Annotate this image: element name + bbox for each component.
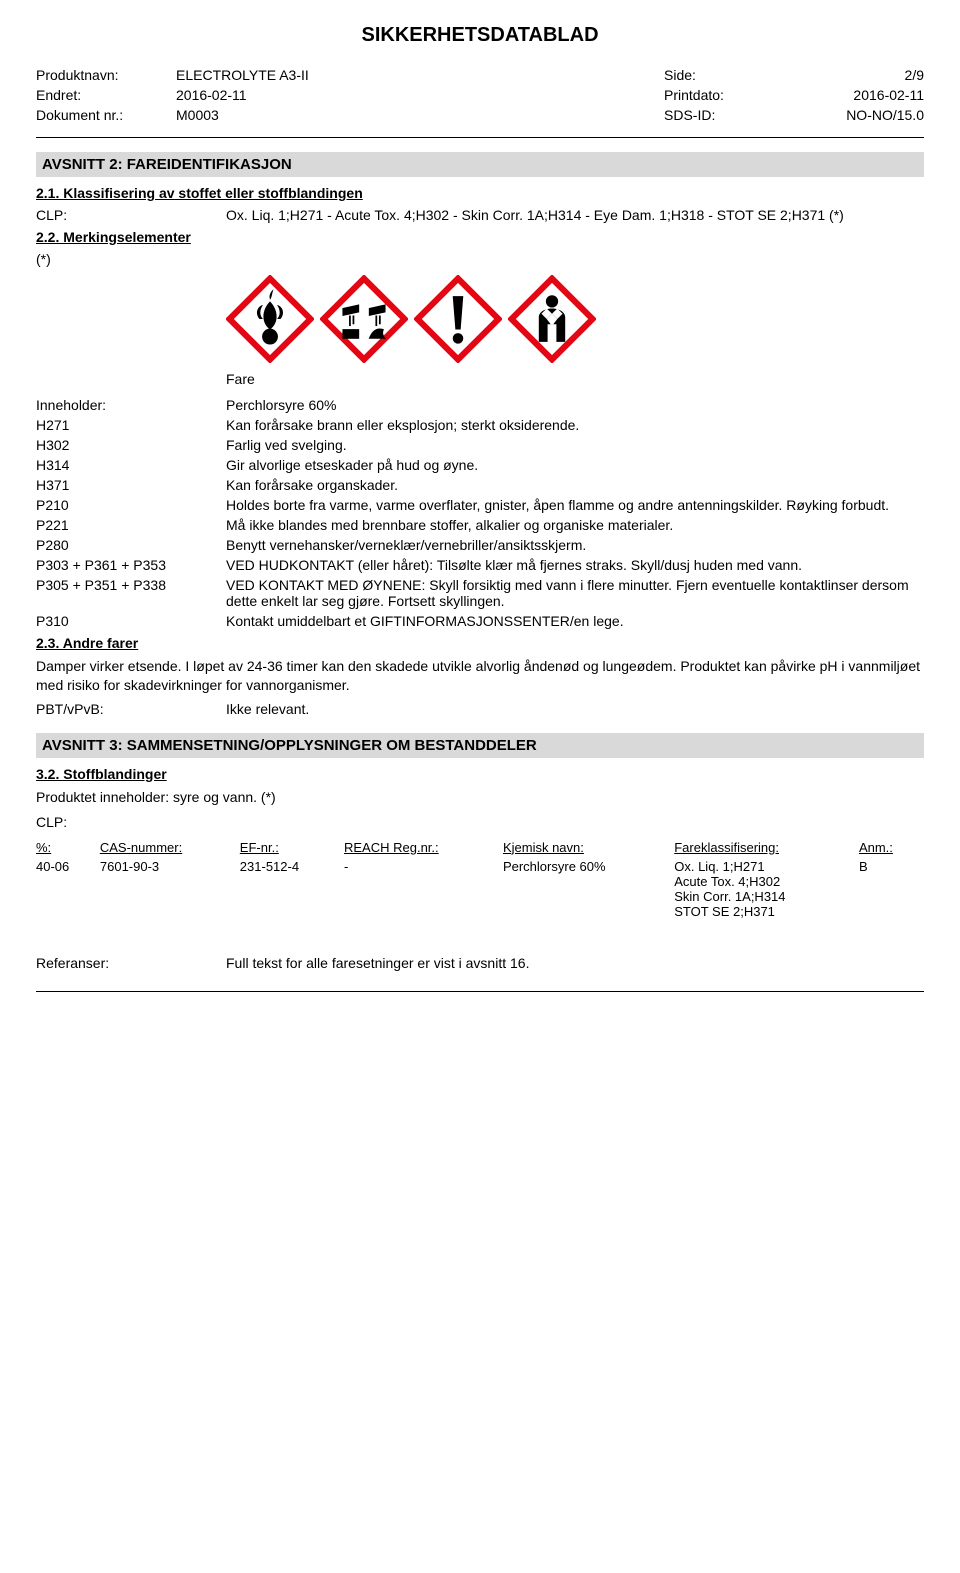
hazard-row: P310Kontakt umiddelbart et GIFTINFORMASJ… (36, 613, 924, 629)
hazard-code: H302 (36, 437, 226, 453)
hazard-code: H271 (36, 417, 226, 433)
docnr-value: M0003 (176, 107, 664, 123)
footer-rule (36, 991, 924, 992)
header-grid: Produktnavn: ELECTROLYTE A3-II Side: 2/9… (36, 67, 924, 123)
hazard-row: P280Benytt vernehansker/verneklær/verneb… (36, 537, 924, 553)
section-2-3-title: 2.3. Andre farer (36, 635, 924, 651)
hazard-code: P305 + P351 + P338 (36, 577, 226, 609)
side-label: Side: (664, 67, 784, 83)
hazard-text: Benytt vernehansker/verneklær/vernebrill… (226, 537, 924, 553)
document-title: SIKKERHETSDATABLAD (36, 24, 924, 47)
cell-note: B (859, 857, 924, 921)
section-2-1-title: 2.1. Klassifisering av stoffet eller sto… (36, 185, 924, 201)
changed-value: 2016-02-11 (176, 87, 664, 103)
hazard-row: P305 + P351 + P338VED KONTAKT MED ØYNENE… (36, 577, 924, 609)
col-name: Kjemisk navn: (503, 838, 674, 857)
ghs-corrosion-icon (320, 275, 408, 363)
col-class: Fareklassifisering: (674, 838, 859, 857)
hazard-text: Farlig ved svelging. (226, 437, 924, 453)
clp-value: Ox. Liq. 1;H271 - Acute Tox. 4;H302 - Sk… (226, 207, 924, 223)
col-ef: EF-nr.: (240, 838, 344, 857)
hazard-code: P310 (36, 613, 226, 629)
table-header-row: %: CAS-nummer: EF-nr.: REACH Reg.nr.: Kj… (36, 838, 924, 857)
sdsid-label: SDS-ID: (664, 107, 784, 123)
ghs-pictograms (226, 275, 924, 363)
table-row: 40-06 7601-90-3 231-512-4 - Perchlorsyre… (36, 857, 924, 921)
cell-name: Perchlorsyre 60% (503, 857, 674, 921)
hazard-text: Gir alvorlige etseskader på hud og øyne. (226, 457, 924, 473)
asterisk-note: (*) (36, 251, 924, 267)
hazard-row: P221Må ikke blandes med brennbare stoffe… (36, 517, 924, 533)
contains-value: Perchlorsyre 60% (226, 397, 924, 413)
cell-percent: 40-06 (36, 857, 100, 921)
product-value: ELECTROLYTE A3-II (176, 67, 664, 83)
hazard-text: Kontakt umiddelbart et GIFTINFORMASJONSS… (226, 613, 924, 629)
references-value: Full tekst for alle faresetninger er vis… (226, 955, 924, 971)
product-label: Produktnavn: (36, 67, 176, 83)
pbt-label: PBT/vPvB: (36, 701, 226, 717)
header-rule (36, 137, 924, 138)
hazard-statements: H271Kan forårsake brann eller eksplosjon… (36, 417, 924, 629)
changed-label: Endret: (36, 87, 176, 103)
cell-reach: - (344, 857, 503, 921)
cell-ef: 231-512-4 (240, 857, 344, 921)
hazard-row: H302Farlig ved svelging. (36, 437, 924, 453)
ghs-oxidizer-icon (226, 275, 314, 363)
hazard-row: H271Kan forårsake brann eller eksplosjon… (36, 417, 924, 433)
col-cas: CAS-nummer: (100, 838, 240, 857)
col-reach: REACH Reg.nr.: (344, 838, 503, 857)
pbt-value: Ikke relevant. (226, 701, 924, 717)
hazard-text: Kan forårsake brann eller eksplosjon; st… (226, 417, 924, 433)
hazard-code: P210 (36, 497, 226, 513)
hazard-row: H314Gir alvorlige etseskader på hud og ø… (36, 457, 924, 473)
section-2-2-title: 2.2. Merkingselementer (36, 229, 924, 245)
side-value: 2/9 (784, 67, 924, 83)
cell-class: Ox. Liq. 1;H271 Acute Tox. 4;H302 Skin C… (674, 857, 859, 921)
hazard-text: Kan forårsake organskader. (226, 477, 924, 493)
hazard-code: P280 (36, 537, 226, 553)
hazard-text: VED HUDKONTAKT (eller håret): Tilsølte k… (226, 557, 924, 573)
section3-title: AVSNITT 3: SAMMENSETNING/OPPLYSNINGER OM… (36, 733, 924, 758)
sdsid-value: NO-NO/15.0 (784, 107, 924, 123)
contains-label: Inneholder: (36, 397, 226, 413)
section3-clp-label: CLP: (36, 813, 924, 832)
ghs-health-hazard-icon (508, 275, 596, 363)
printdate-label: Printdato: (664, 87, 784, 103)
section3-intro: Produktet inneholder: syre og vann. (*) (36, 788, 924, 807)
section-3-2-title: 3.2. Stoffblandinger (36, 766, 924, 782)
hazard-code: P303 + P361 + P353 (36, 557, 226, 573)
printdate-value: 2016-02-11 (784, 87, 924, 103)
hazard-code: H314 (36, 457, 226, 473)
hazard-text: VED KONTAKT MED ØYNENE: Skyll forsiktig … (226, 577, 924, 609)
signal-word: Fare (226, 371, 924, 387)
section2-title: AVSNITT 2: FAREIDENTIFIKASJON (36, 152, 924, 177)
hazard-row: H371Kan forårsake organskader. (36, 477, 924, 493)
docnr-label: Dokument nr.: (36, 107, 176, 123)
composition-table: %: CAS-nummer: EF-nr.: REACH Reg.nr.: Kj… (36, 838, 924, 921)
col-note: Anm.: (859, 838, 924, 857)
hazard-row: P210Holdes borte fra varme, varme overfl… (36, 497, 924, 513)
col-percent: %: (36, 838, 100, 857)
references-label: Referanser: (36, 955, 226, 971)
hazard-code: P221 (36, 517, 226, 533)
hazard-code: H371 (36, 477, 226, 493)
ghs-exclamation-icon (414, 275, 502, 363)
hazard-row: P303 + P361 + P353VED HUDKONTAKT (eller … (36, 557, 924, 573)
other-hazards-text: Damper virker etsende. I løpet av 24-36 … (36, 657, 924, 695)
cell-cas: 7601-90-3 (100, 857, 240, 921)
hazard-text: Må ikke blandes med brennbare stoffer, a… (226, 517, 924, 533)
clp-label: CLP: (36, 207, 226, 223)
hazard-text: Holdes borte fra varme, varme overflater… (226, 497, 924, 513)
